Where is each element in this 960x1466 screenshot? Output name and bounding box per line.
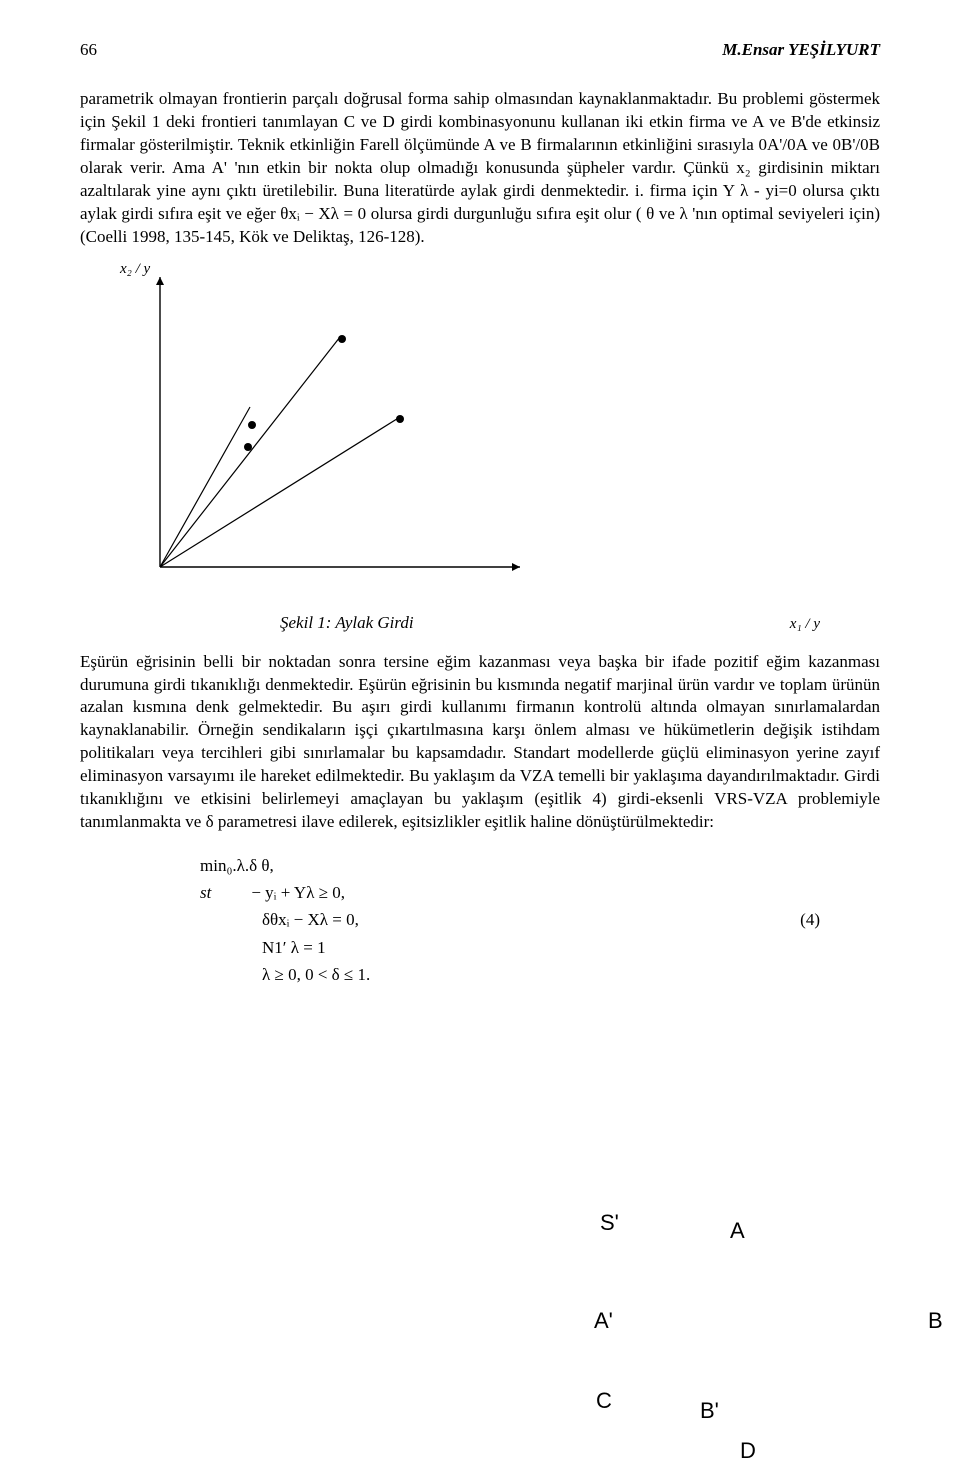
eq-text: N1′ λ = 1: [262, 934, 326, 961]
stray-b-prime: B': [700, 1398, 719, 1424]
eq-st: st: [200, 879, 211, 906]
figure-svg: [120, 267, 540, 607]
equation-block: min₀.λ.δ θ, st − yᵢ + Yλ ≥ 0, δθxᵢ − Xλ …: [200, 852, 880, 988]
axis-x-label: x₁ / y: [790, 616, 820, 633]
axis-y-label: x₂ / y: [120, 261, 150, 278]
page: 66 M.Ensar YEŞİLYURT parametrik olmayan …: [0, 0, 960, 1466]
figure-1: x₂ / y: [120, 267, 540, 607]
eq-text: δθxᵢ − Xλ = 0,: [262, 906, 359, 933]
eq-line-3: δθxᵢ − Xλ = 0, (4): [200, 906, 820, 933]
stray-a: A: [730, 1218, 745, 1244]
eq-number: (4): [800, 906, 820, 933]
eq-line-1: min₀.λ.δ θ,: [200, 852, 880, 879]
author-name: M.Ensar YEŞİLYURT: [722, 40, 880, 60]
eq-line-5: λ ≥ 0, 0 < δ ≤ 1.: [200, 961, 880, 988]
stray-b-right: B: [928, 1308, 943, 1334]
stray-s: S': [600, 1210, 619, 1236]
stray-a-prime: A': [594, 1308, 613, 1334]
stray-d: D: [740, 1438, 756, 1464]
paragraph-2: Eşürün eğrisinin belli bir noktadan sonr…: [80, 651, 880, 835]
stray-c: C: [596, 1388, 612, 1414]
page-header: 66 M.Ensar YEŞİLYURT: [80, 40, 880, 60]
eq-line-4: N1′ λ = 1: [200, 934, 880, 961]
paragraph-1: parametrik olmayan frontierin parçalı do…: [80, 88, 880, 249]
eq-text: min₀.λ.δ θ,: [200, 852, 274, 879]
eq-line-2: st − yᵢ + Yλ ≥ 0,: [200, 879, 820, 906]
figure-caption-row: Şekil 1: Aylak Girdi x₁ / y: [120, 613, 820, 633]
eq-text: λ ≥ 0, 0 < δ ≤ 1.: [262, 961, 370, 988]
eq-text: − yᵢ + Yλ ≥ 0,: [251, 879, 345, 906]
page-number: 66: [80, 40, 97, 60]
figure-caption: Şekil 1: Aylak Girdi: [280, 613, 414, 633]
